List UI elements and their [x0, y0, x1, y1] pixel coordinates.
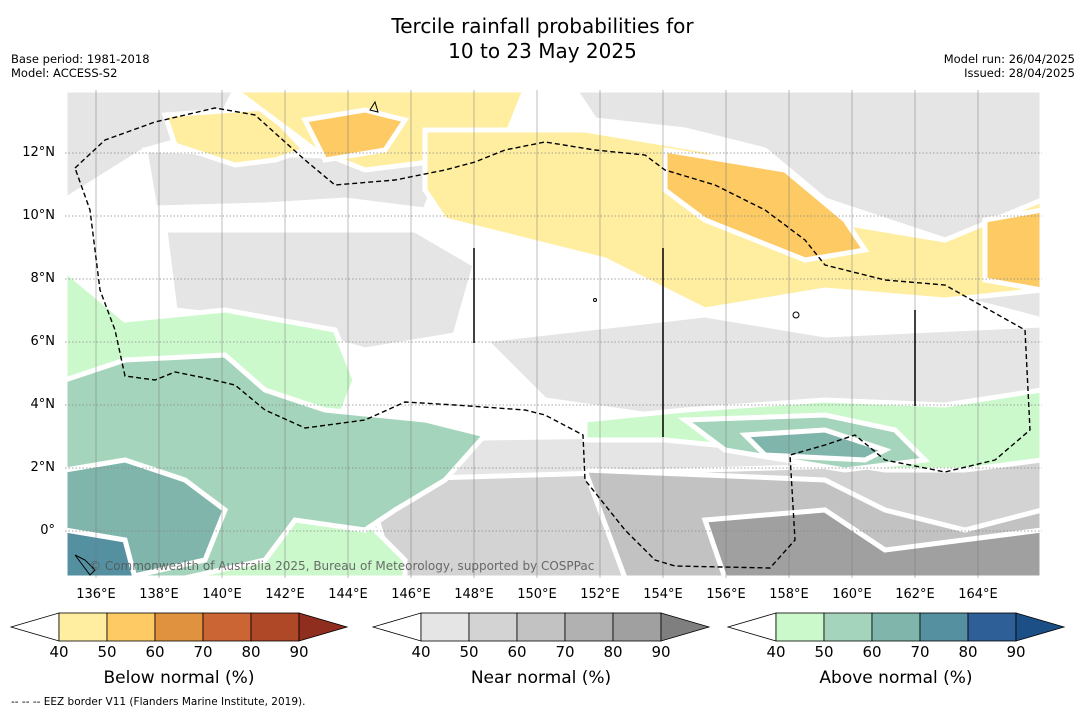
colorbar-cell-60 — [154, 612, 204, 642]
boundary-lines — [473, 248, 916, 437]
colorbar-above-normal-cells — [727, 612, 1066, 642]
below-normal-regions — [161, 90, 1042, 313]
colorbar-high-extension — [1015, 612, 1066, 642]
colorbar-cell-50 — [106, 612, 156, 642]
lat-label-2: 2°N — [30, 460, 56, 475]
colorbar-cell-50 — [823, 612, 873, 642]
colorbar-cell-60 — [516, 612, 566, 642]
lat-label-8: 8°N — [30, 271, 56, 286]
lat-label-0: 0° — [40, 523, 55, 538]
colorbar-cell-40 — [775, 612, 825, 642]
colorbar-low-extension — [10, 612, 60, 642]
above-normal-region-west-deep — [65, 527, 138, 578]
cb0-tick-80: 80 — [241, 643, 261, 661]
cb0-tick-90: 90 — [289, 643, 309, 661]
colorbar-high-extension — [298, 612, 349, 642]
colorbar-title-near-normal: Near normal (%) — [470, 668, 612, 688]
base-period: Base period: 1981-2018 — [11, 52, 150, 66]
lon-label-154: 154°E — [643, 587, 683, 602]
cb0-tick-50: 50 — [97, 643, 117, 661]
cb2-tick-40: 40 — [766, 643, 786, 661]
cb1-tick-70: 70 — [555, 643, 575, 661]
lon-label-148: 148°E — [454, 587, 494, 602]
lat-label-6: 6°N — [30, 334, 56, 349]
rainfall-map — [65, 90, 1042, 578]
colorbar-below-normal-cells — [10, 612, 349, 642]
above-normal-regions — [65, 266, 1042, 578]
eez-border — [74, 107, 1031, 569]
above-normal-region-east-core — [739, 427, 892, 463]
colorbar-above-normal — [727, 612, 1066, 642]
colorbar-near-normal — [372, 612, 711, 642]
lon-label-142: 142°E — [265, 587, 305, 602]
eez-footnote: -- -- -- EEZ border V11 (Flanders Marine… — [11, 696, 306, 708]
cb1-tick-60: 60 — [507, 643, 527, 661]
lon-label-152: 152°E — [580, 587, 620, 602]
lon-label-162: 162°E — [895, 587, 935, 602]
island-solomon — [74, 554, 96, 576]
colorbar-title-below-normal: Below normal (%) — [103, 668, 255, 688]
lon-label-136: 136°E — [76, 587, 116, 602]
below-normal-region-core-far-east — [982, 207, 1042, 293]
meta-left: Base period: 1981-2018 Model: ACCESS-S2 — [11, 52, 150, 80]
colorbar-cell-60 — [871, 612, 921, 642]
island-chuuk — [593, 298, 597, 302]
cb1-tick-90: 90 — [651, 643, 671, 661]
lon-label-160: 160°E — [832, 587, 872, 602]
colorbar-cell-70 — [564, 612, 614, 642]
lat-label-10: 10°N — [22, 208, 55, 223]
cb2-tick-90: 90 — [1006, 643, 1026, 661]
colorbar-cell-50 — [468, 612, 518, 642]
colorbar-title-above-normal: Above normal (%) — [819, 668, 973, 688]
cb2-tick-50: 50 — [814, 643, 834, 661]
lon-label-146: 146°E — [391, 587, 431, 602]
lon-label-138: 138°E — [139, 587, 179, 602]
cb1-tick-50: 50 — [459, 643, 479, 661]
colorbar-low-extension — [727, 612, 777, 642]
cb1-tick-80: 80 — [603, 643, 623, 661]
islands — [74, 100, 800, 576]
below-normal-region-core-east — [662, 147, 870, 263]
cb2-tick-70: 70 — [910, 643, 930, 661]
map-title: Tercile rainfall probabilities for 10 to… — [0, 14, 1085, 64]
cb1-tick-40: 40 — [411, 643, 431, 661]
colorbar-below-normal — [10, 612, 349, 642]
cb2-tick-60: 60 — [862, 643, 882, 661]
model-run: Model run: 26/04/2025 — [943, 52, 1075, 66]
cb0-tick-60: 60 — [145, 643, 165, 661]
lat-label-12: 12°N — [22, 145, 55, 160]
lon-label-150: 150°E — [517, 587, 557, 602]
lon-label-164: 164°E — [958, 587, 998, 602]
cb2-tick-80: 80 — [958, 643, 978, 661]
near-normal-region-mid-east — [479, 312, 1042, 423]
issued-date: Issued: 28/04/2025 — [964, 66, 1075, 80]
lon-label-144: 144°E — [328, 587, 368, 602]
lat-label-4: 4°N — [30, 397, 56, 412]
title-line-2: 10 to 23 May 2025 — [448, 39, 637, 63]
lon-label-156: 156°E — [706, 587, 746, 602]
colorbar-near-normal-cells — [372, 612, 711, 642]
colorbar-cell-40 — [420, 612, 470, 642]
model-name: Model: ACCESS-S2 — [11, 66, 118, 80]
cb0-tick-70: 70 — [193, 643, 213, 661]
lon-label-158: 158°E — [769, 587, 809, 602]
colorbar-low-extension — [372, 612, 422, 642]
cb0-tick-40: 40 — [49, 643, 69, 661]
colorbar-cell-80 — [250, 612, 300, 642]
meta-right: Model run: 26/04/2025 Issued: 28/04/2025 — [944, 52, 1075, 80]
copyright-notice: © Commonwealth of Australia 2025, Bureau… — [89, 559, 595, 573]
colorbar-cell-40 — [58, 612, 108, 642]
island-guam — [369, 100, 379, 113]
island-pohnpei — [792, 311, 800, 319]
lon-label-140: 140°E — [202, 587, 242, 602]
colorbar-cell-80 — [612, 612, 662, 642]
colorbar-high-extension — [660, 612, 711, 642]
colorbar-cell-80 — [967, 612, 1017, 642]
title-line-1: Tercile rainfall probabilities for — [391, 14, 694, 38]
colorbar-cell-70 — [919, 612, 969, 642]
colorbar-cell-70 — [202, 612, 252, 642]
